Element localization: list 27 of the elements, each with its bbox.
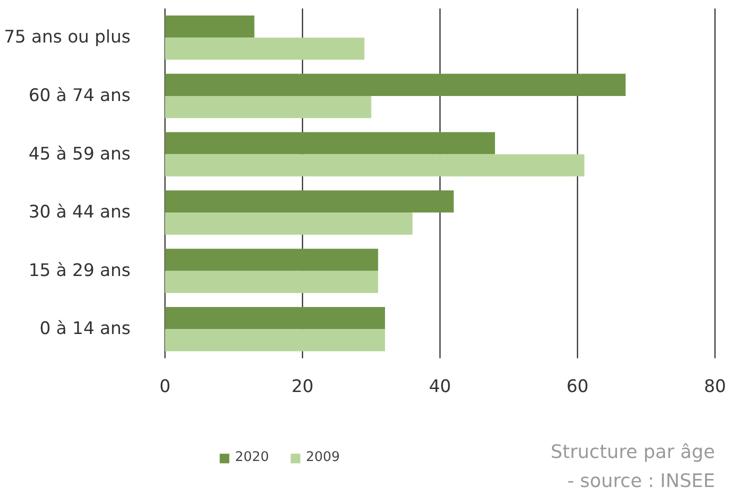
bar bbox=[165, 154, 584, 176]
x-tick-label: 0 bbox=[159, 376, 171, 397]
x-tick-label: 60 bbox=[566, 376, 589, 397]
bar bbox=[165, 96, 372, 118]
legend-label: 2020 bbox=[235, 450, 269, 465]
bar bbox=[165, 15, 254, 38]
bar bbox=[165, 38, 364, 60]
x-tick-label: 40 bbox=[428, 376, 452, 397]
legend-label: 2009 bbox=[306, 450, 340, 465]
y-tick-label: 60 à 74 ans bbox=[28, 86, 131, 106]
y-tick-label: 15 à 29 ans bbox=[28, 260, 131, 281]
bar bbox=[165, 132, 495, 154]
y-tick-label: 45 à 59 ans bbox=[28, 144, 131, 164]
bar bbox=[165, 74, 626, 96]
text: - source : INSEE bbox=[567, 471, 716, 491]
bar bbox=[165, 190, 454, 213]
y-tick-label: 30 à 44 ans bbox=[28, 202, 131, 223]
text: Structure par âge bbox=[550, 442, 716, 463]
bar bbox=[165, 270, 378, 294]
bar bbox=[165, 329, 385, 352]
x-tick-label: 20 bbox=[291, 376, 314, 397]
bar bbox=[165, 248, 378, 271]
y-tick-label: 75 ans ou plus bbox=[4, 28, 131, 48]
y-tick-label: 0 à 14 ans bbox=[40, 319, 131, 340]
bar bbox=[165, 212, 412, 235]
x-tick-label: 80 bbox=[704, 376, 726, 397]
bar bbox=[165, 306, 385, 330]
